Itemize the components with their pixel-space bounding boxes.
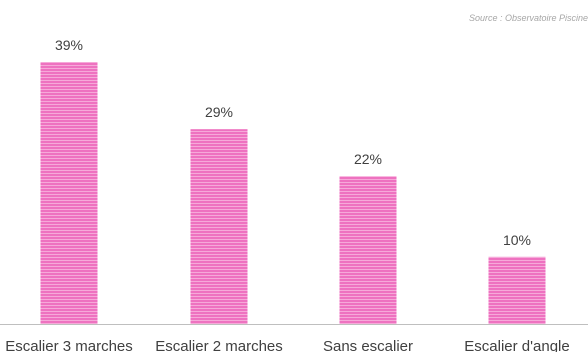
labels-group: 39% Escalier 3 marches 29% Escalier 2 march… <box>5 37 569 352</box>
data-label-2: 22% <box>354 151 382 167</box>
bars-group <box>40 62 546 324</box>
bar-0 <box>40 62 98 324</box>
category-label-3: Escalier d'angle <box>464 338 569 352</box>
category-label-2: Sans escalier <box>323 338 413 352</box>
bar-3 <box>488 256 546 324</box>
bar-1 <box>190 129 248 324</box>
data-label-3: 10% <box>503 232 531 248</box>
category-label-1: Escalier 2 marches <box>155 338 283 352</box>
bar-2 <box>339 176 397 324</box>
data-label-0: 39% <box>55 37 83 53</box>
data-label-1: 29% <box>205 104 233 120</box>
category-label-0: Escalier 3 marches <box>5 338 133 352</box>
source-note: Source : Observatoire Piscine <box>468 13 588 23</box>
